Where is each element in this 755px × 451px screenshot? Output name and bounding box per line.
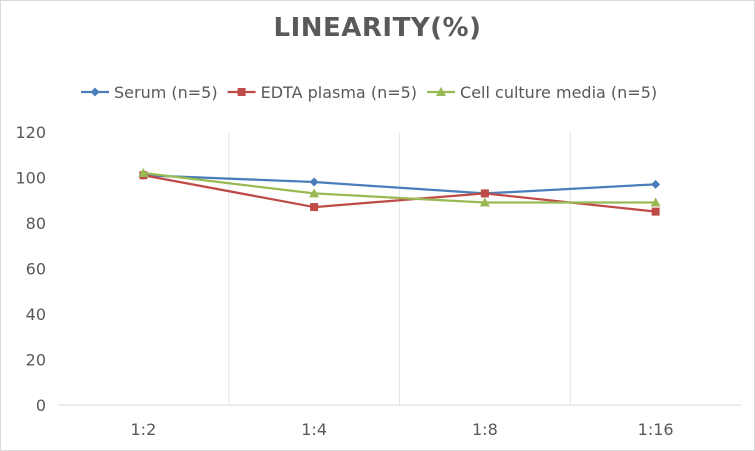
legend-swatch-marker [436,87,447,96]
chart-title: LINEARITY(%) [273,13,482,43]
y-tick-label: 0 [36,396,46,415]
x-tick-label: 1:4 [301,420,327,439]
x-tick-label: 1:16 [638,420,674,439]
y-tick-label: 60 [26,260,46,279]
series-line [143,171,656,204]
x-tick-label: 1:2 [131,420,157,439]
data-point [480,189,489,198]
y-tick-label: 120 [15,123,46,142]
data-point [310,203,319,212]
x-tick-label: 1:8 [472,420,498,439]
legend-swatch-marker [237,88,246,96]
legend-swatch-marker [90,87,100,97]
data-point [309,177,319,187]
legend-label: Cell culture media (n=5) [460,83,657,102]
legend-label: Serum (n=5) [114,83,218,102]
data-point [138,167,149,177]
y-tick-label: 80 [26,214,46,233]
data-point [479,197,490,207]
legend-label: EDTA plasma (n=5) [261,83,417,102]
series-line [143,174,656,195]
data-point [651,207,660,216]
data-point [650,197,661,207]
data-point [651,179,661,189]
data-point [309,188,320,198]
y-tick-label: 20 [26,351,46,370]
y-tick-label: 40 [26,305,46,324]
y-tick-label: 100 [15,169,46,188]
